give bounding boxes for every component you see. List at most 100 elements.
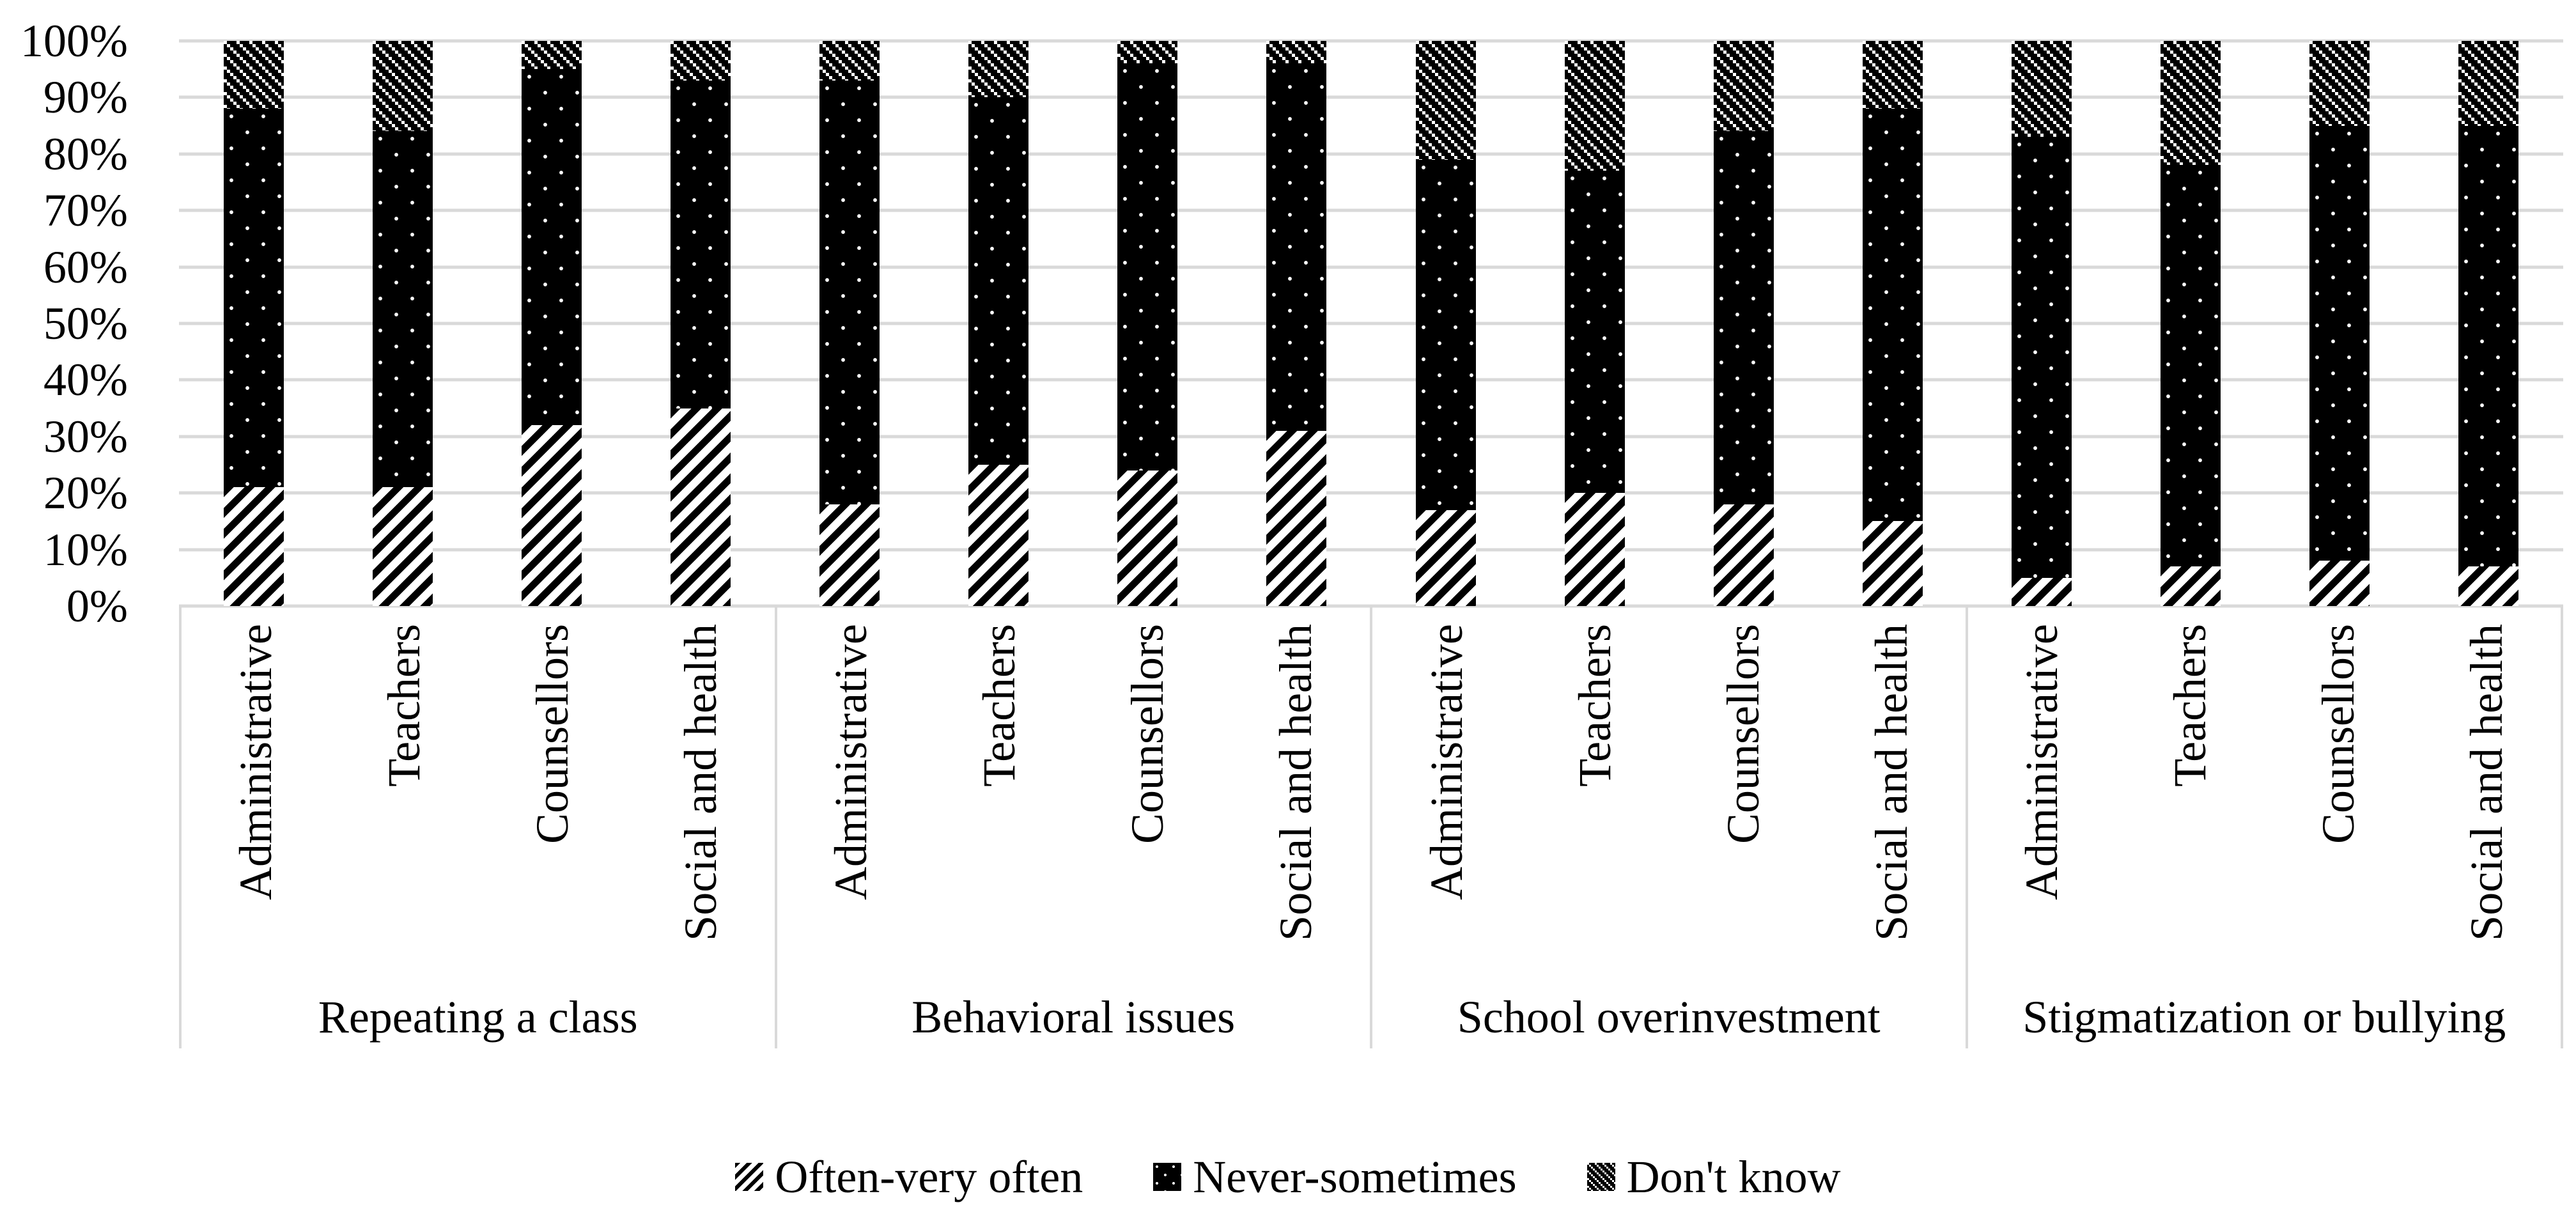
category-label-row: Administrative Teachers Counsellors Social … (1968, 606, 2561, 986)
bar-slot (1669, 41, 1818, 606)
segment-never-sometimes (968, 97, 1029, 465)
category-cell: Administrative (182, 606, 330, 986)
category-label: Administrative (229, 624, 281, 900)
category-label: Social and health (2461, 624, 2513, 941)
segment-often-very-often (2309, 561, 2370, 606)
group-label: Behavioral issues (912, 992, 1236, 1043)
segment-dont-know (2309, 41, 2370, 126)
segment-never-sometimes (223, 109, 284, 488)
bar-slot (2414, 41, 2563, 606)
y-tick-label: 40% (43, 354, 128, 406)
category-label: Administrative (2016, 624, 2068, 900)
segment-dont-know (819, 41, 880, 81)
bar-slot (179, 41, 328, 606)
bar-slot (1967, 41, 2116, 606)
gridline (179, 152, 2563, 156)
segment-dont-know (670, 41, 731, 81)
category-cell: Counsellors (2264, 606, 2412, 986)
segment-often-very-often (1862, 521, 1923, 606)
category-label: Social and health (1270, 624, 1322, 941)
segment-often-very-often (1266, 430, 1327, 606)
category-cell: Social and health (1222, 606, 1370, 986)
segment-never-sometimes (372, 131, 433, 488)
bar-slot (626, 41, 775, 606)
stacked-bar (968, 41, 1029, 606)
y-tick-label: 0% (66, 580, 128, 632)
segment-dont-know (2161, 41, 2221, 166)
hatch-swatch-icon (735, 1163, 764, 1191)
segment-often-very-often (2458, 566, 2519, 606)
category-label-row: Administrative Teachers Counsellors Social … (777, 606, 1370, 986)
category-cell: Social and health (626, 606, 775, 986)
y-axis: 0% 10% 20% 30% 40% 50% 60% 70% 80% 90% 100% (0, 18, 128, 629)
legend-item: Never-sometimes (1153, 1154, 1517, 1200)
bar-slot (1222, 41, 1371, 606)
group-section: Administrative Teachers Counsellors Social … (774, 606, 1370, 1048)
segment-dont-know (2012, 41, 2072, 137)
group-label: Stigmatization or bullying (2022, 992, 2506, 1043)
segment-dont-know (1415, 41, 1476, 160)
stacked-bar (1117, 41, 1178, 606)
category-cell: Counsellors (1073, 606, 1222, 986)
bar-slot (924, 41, 1073, 606)
segment-often-very-often (1713, 504, 1774, 606)
stacked-bar (2012, 41, 2072, 606)
y-tick-label: 90% (43, 72, 128, 123)
segment-dont-know (372, 41, 433, 132)
stacked-bar (521, 41, 582, 606)
category-cell: Administrative (1372, 606, 1521, 986)
segment-never-sometimes (2012, 137, 2072, 578)
segment-often-very-often (1117, 470, 1178, 606)
category-cell: Teachers (1521, 606, 1669, 986)
segment-dont-know (1862, 41, 1923, 109)
segment-never-sometimes (2161, 165, 2221, 567)
segment-never-sometimes (1415, 159, 1476, 510)
category-cell: Social and health (1817, 606, 1966, 986)
segment-dont-know (1266, 41, 1327, 64)
category-label-row: Administrative Teachers Counsellors Social … (1372, 606, 1966, 986)
segment-never-sometimes (1117, 63, 1178, 471)
stacked-bar (2161, 41, 2221, 606)
segment-never-sometimes (2309, 125, 2370, 561)
x-axis-label-area: Administrative Teachers Counsellors Social … (179, 606, 2563, 1048)
y-tick-label: 70% (43, 185, 128, 237)
group-section: Administrative Teachers Counsellors Social … (1965, 606, 2563, 1048)
category-cell: Teachers (2116, 606, 2264, 986)
category-cell: Teachers (330, 606, 478, 986)
segment-dont-know (968, 41, 1029, 98)
category-cell: Teachers (925, 606, 1073, 986)
category-label: Social and health (674, 624, 726, 941)
checker-swatch-icon (1587, 1163, 1615, 1191)
bars-container (179, 41, 2563, 606)
category-label: Teachers (378, 624, 430, 787)
segment-often-very-often (1564, 493, 1625, 606)
segment-dont-know (1117, 41, 1178, 64)
category-label: Teachers (1569, 624, 1620, 787)
gridline (179, 95, 2563, 99)
bar-slot (328, 41, 477, 606)
dots-swatch-icon (1153, 1163, 1182, 1191)
category-cell: Counsellors (478, 606, 626, 986)
category-label: Teachers (974, 624, 1025, 787)
segment-often-very-often (521, 425, 582, 606)
segment-dont-know (1564, 41, 1625, 171)
y-tick-label: 30% (43, 410, 128, 462)
segment-often-very-often (2012, 577, 2072, 606)
gridline (179, 491, 2563, 495)
segment-often-very-often (372, 487, 433, 606)
segment-often-very-often (1415, 509, 1476, 606)
y-tick-label: 100% (20, 15, 128, 66)
segment-dont-know (521, 41, 582, 70)
segment-never-sometimes (521, 69, 582, 426)
bar-slot (775, 41, 924, 606)
category-label-row: Administrative Teachers Counsellors Social … (182, 606, 775, 986)
stacked-bar (372, 41, 433, 606)
segment-dont-know (223, 41, 284, 109)
y-tick-label: 80% (43, 128, 128, 180)
gridline (179, 322, 2563, 325)
group-label: Repeating a class (318, 992, 638, 1043)
segment-dont-know (2458, 41, 2519, 126)
legend-label: Don't know (1626, 1151, 1841, 1202)
plot-area (179, 39, 2563, 608)
